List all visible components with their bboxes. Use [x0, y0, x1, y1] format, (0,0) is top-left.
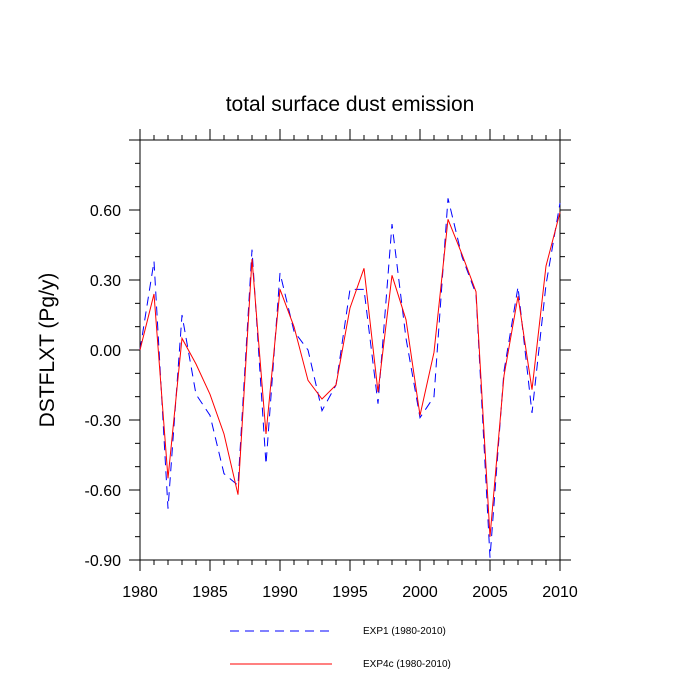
x-tick-label: 1990	[262, 584, 298, 601]
x-tick-label: 1995	[332, 584, 368, 601]
x-tick-label: 1985	[192, 584, 228, 601]
y-axis-label: DSTFLXT (Pg/y)	[36, 273, 59, 428]
plot-frame	[139, 139, 561, 561]
x-tick-label: 2010	[542, 584, 578, 601]
chart-title: total surface dust emission	[226, 93, 475, 116]
y-tick-label: -0.60	[85, 483, 122, 500]
legend: EXP1 (1980-2010) EXP4c (1980-2010)	[230, 626, 451, 670]
series-line-exp1	[139, 198, 561, 558]
x-tick-label: 2005	[472, 584, 508, 601]
series-lines	[139, 198, 561, 558]
y-tick-label: 0.00	[90, 343, 121, 360]
x-tick-label: 1980	[122, 584, 158, 601]
tick-labels: 1980 1985 1990 1995 2000 2005 2010 -0.90 -0.60 -0…	[85, 203, 578, 601]
y-tick-label: -0.90	[85, 553, 122, 570]
y-tick-label: 0.30	[90, 273, 121, 290]
y-tick-label: 0.60	[90, 203, 121, 220]
x-tick-label: 2000	[402, 584, 438, 601]
axis-ticks	[129, 129, 571, 571]
series-line-exp4c	[139, 212, 561, 537]
legend-label-exp1: EXP1 (1980-2010)	[363, 626, 446, 637]
legend-label-exp4c: EXP4c (1980-2010)	[363, 659, 451, 670]
y-tick-label: -0.30	[85, 413, 122, 430]
